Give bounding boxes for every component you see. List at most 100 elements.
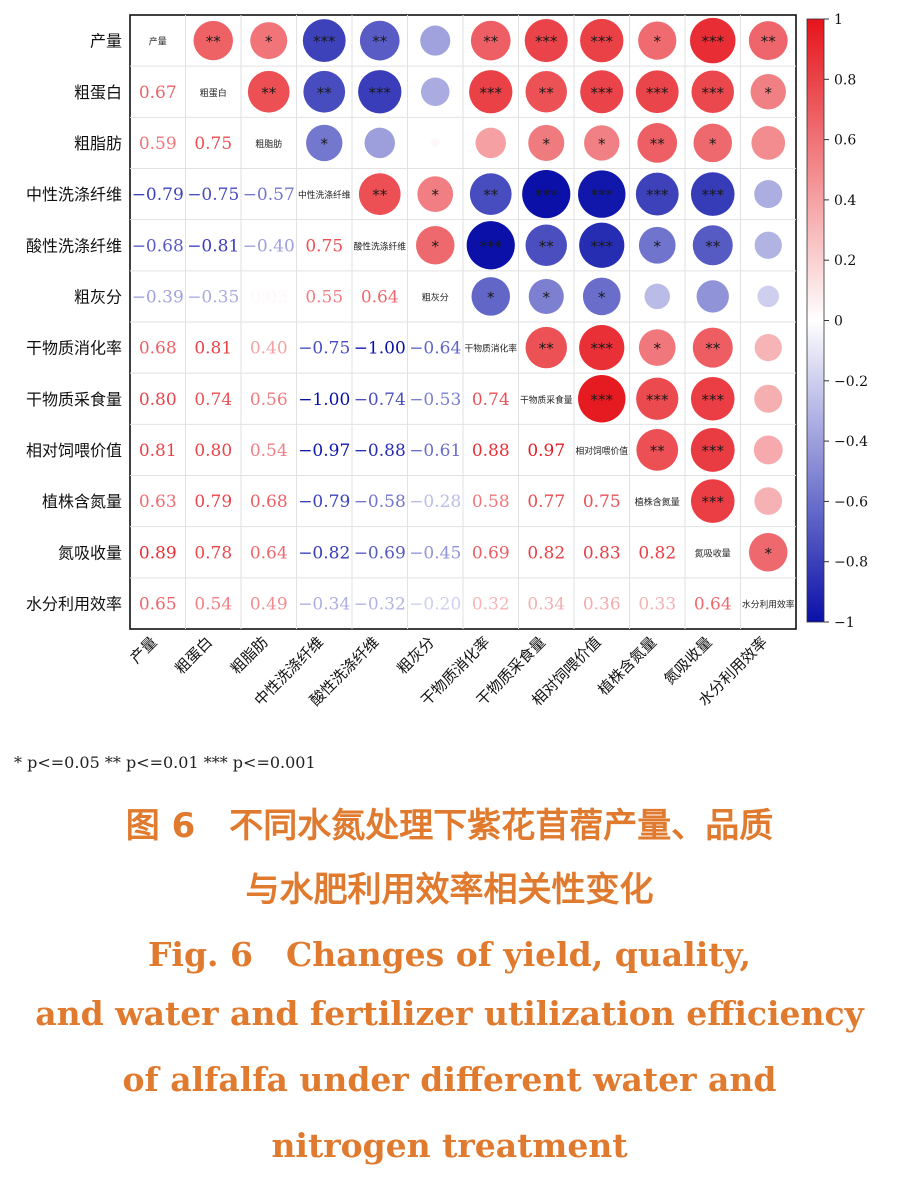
correlation-value: −0.75 xyxy=(187,185,239,205)
correlation-value: 0.82 xyxy=(638,543,676,563)
row-label: 酸性洗涤纤维 xyxy=(26,236,122,255)
correlation-value: 0.55 xyxy=(305,287,343,307)
diagonal-label: 粗灰分 xyxy=(422,291,449,303)
correlation-value: 0.79 xyxy=(194,492,232,512)
correlation-circle xyxy=(578,375,626,423)
significance-legend: * p<=0.05 ** p<=0.01 *** p<=0.001 xyxy=(14,753,316,772)
row-label: 干物质消化率 xyxy=(26,339,122,358)
row-label: 粗灰分 xyxy=(74,287,122,306)
correlation-value: −0.58 xyxy=(354,492,406,512)
correlation-value: −0.34 xyxy=(298,594,350,614)
correlation-value: 0.97 xyxy=(527,441,565,461)
correlation-circle xyxy=(475,127,506,159)
row-label: 氮吸收量 xyxy=(58,543,122,562)
correlation-value: 0.68 xyxy=(250,492,288,512)
significance-stars: ** xyxy=(483,186,499,204)
colorbar-tick-label: 1 xyxy=(834,12,843,28)
correlation-value: −0.79 xyxy=(298,492,350,512)
diagonal-label: 产量 xyxy=(149,36,167,48)
correlation-circle xyxy=(636,429,679,471)
correlation-circle xyxy=(636,377,679,420)
significance-stars: * xyxy=(432,237,440,255)
caption-en-line3: of alfalfa under different water and xyxy=(122,1060,777,1099)
correlation-circle xyxy=(690,172,735,216)
correlation-value: 0.74 xyxy=(472,390,510,410)
correlation-value: 0.40 xyxy=(250,339,288,359)
correlation-circle xyxy=(638,226,676,264)
significance-stars: *** xyxy=(535,33,558,51)
correlation-circle xyxy=(748,532,788,572)
correlation-value: 0.75 xyxy=(583,492,621,512)
significance-stars: * xyxy=(709,135,717,153)
significance-stars: ** xyxy=(206,33,222,51)
significance-stars: *** xyxy=(702,442,725,460)
correlation-circle xyxy=(693,123,733,163)
column-label: 植株含氮量 xyxy=(594,633,660,699)
row-label: 植株含氮量 xyxy=(42,492,122,511)
significance-stars: ** xyxy=(539,237,555,255)
correlation-value: −0.81 xyxy=(187,236,239,256)
correlation-circle xyxy=(696,280,729,313)
significance-stars: *** xyxy=(702,391,725,409)
colorbar-tick-label: 0 xyxy=(834,314,843,330)
row-labels: 产量粗蛋白粗脂肪中性洗涤纤维酸性洗涤纤维粗灰分干物质消化率干物质采食量相对饲喂价… xyxy=(26,32,122,614)
diagonal-label: 干物质采食量 xyxy=(520,394,573,406)
correlation-value: 0.75 xyxy=(305,236,343,256)
significance-stars: *** xyxy=(591,340,614,358)
correlation-circle xyxy=(638,21,677,60)
correlation-circle xyxy=(420,25,451,56)
diagonal-label: 水分利用效率 xyxy=(742,598,795,610)
correlation-value: −0.53 xyxy=(409,390,461,410)
colorbar-gradient xyxy=(806,18,825,623)
correlation-value: −0.35 xyxy=(187,287,239,307)
significance-stars: ** xyxy=(483,33,499,51)
correlation-value: 0.82 xyxy=(527,543,565,563)
column-label: 产量 xyxy=(127,633,161,667)
correlation-value: 0.33 xyxy=(638,594,676,614)
significance-stars: * xyxy=(487,288,495,306)
diagonal-label: 粗蛋白 xyxy=(200,87,227,99)
correlation-circle xyxy=(692,225,733,266)
correlation-value: 0.80 xyxy=(139,390,177,410)
correlation-value: −0.28 xyxy=(409,492,461,512)
row-label: 粗脂肪 xyxy=(74,134,122,153)
significance-stars: ** xyxy=(761,33,777,51)
caption-zh-line2: 与水肥利用效率相关性变化 xyxy=(245,870,654,910)
correlation-circle xyxy=(692,327,733,368)
significance-stars: * xyxy=(765,544,773,562)
significance-stars: *** xyxy=(702,33,725,51)
correlation-value: 0.77 xyxy=(527,492,565,512)
correlation-circle xyxy=(580,70,624,114)
correlation-value: −0.74 xyxy=(354,390,406,410)
correlation-circle xyxy=(431,138,440,148)
correlation-circle xyxy=(638,329,676,366)
correlation-circle xyxy=(754,180,783,209)
correlation-value: −0.57 xyxy=(243,185,295,205)
correlation-value: 0.81 xyxy=(194,339,232,359)
colorbar-tick-label: −0.4 xyxy=(834,434,868,450)
significance-stars: ** xyxy=(372,33,388,51)
correlation-value: 0.69 xyxy=(472,543,510,563)
correlation-circle xyxy=(470,20,511,61)
correlation-value: 0.34 xyxy=(527,594,565,614)
caption-zh-line1: 图 6 不同水氮处理下紫花苜蓿产量、品质 xyxy=(125,806,774,846)
correlation-circle xyxy=(582,277,621,316)
significance-stars: ** xyxy=(317,84,333,102)
significance-stars: ** xyxy=(372,186,388,204)
correlation-circle xyxy=(469,70,513,114)
correlation-circle xyxy=(358,70,402,114)
significance-stars: * xyxy=(654,33,662,51)
correlation-circle xyxy=(690,17,736,64)
row-label: 干物质采食量 xyxy=(26,390,122,409)
correlation-value: −0.40 xyxy=(243,236,295,256)
correlation-circle xyxy=(751,126,786,160)
correlation-circle xyxy=(471,277,511,316)
correlation-circle xyxy=(522,170,571,219)
correlation-value: 0.49 xyxy=(250,594,288,614)
correlation-value: −0.82 xyxy=(298,543,350,563)
colorbar-tick-label: −0.8 xyxy=(834,555,868,571)
correlation-circle xyxy=(358,173,401,215)
correlation-circle xyxy=(750,74,786,110)
correlation-circle xyxy=(528,278,564,314)
